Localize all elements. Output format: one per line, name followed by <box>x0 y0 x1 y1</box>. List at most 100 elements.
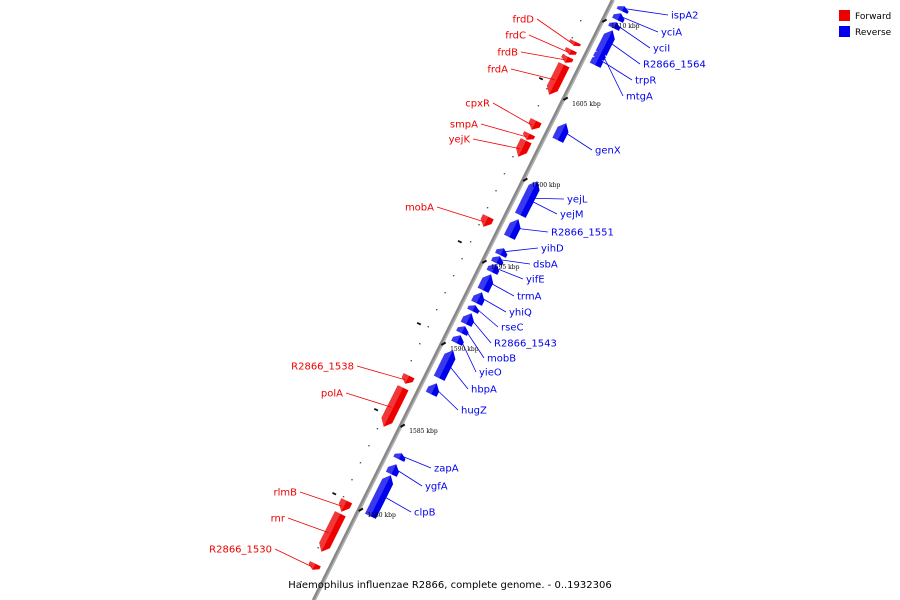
gene-body-trma <box>477 274 494 293</box>
gene-label-hugz: hugZ <box>461 406 487 417</box>
gene-body-mtga <box>593 50 606 61</box>
leader-line <box>520 51 565 61</box>
leader-line <box>464 329 485 359</box>
gene-label-yejl: yejL <box>567 195 588 206</box>
gene-body-r2866-1564 <box>595 30 615 56</box>
gene-label-genx: genX <box>595 146 621 157</box>
gene-highlight-ycia <box>612 13 621 21</box>
gene-rsec[interactable] <box>467 305 480 314</box>
gene-highlight-frda <box>546 62 565 95</box>
gene-highlight-yejk <box>516 138 527 157</box>
gene-body-frdb <box>561 54 574 63</box>
gene-highlight-dsba <box>491 256 500 264</box>
scale-dot <box>419 343 421 345</box>
scale-dash <box>538 76 544 81</box>
leader-line <box>563 131 593 151</box>
gene-body-yife <box>486 264 500 275</box>
leader-line <box>470 318 492 344</box>
gene-mobb[interactable] <box>456 326 469 336</box>
gene-yhiq[interactable] <box>471 292 485 306</box>
gene-moba[interactable] <box>480 214 494 227</box>
gene-labels-layer: frdD frdC frdB frdA cpxR smpA yejK mobA R2866_15… <box>209 11 706 556</box>
leader-line <box>528 34 569 53</box>
scale-dot <box>537 105 540 107</box>
gene-r2866-1551[interactable] <box>504 219 521 240</box>
gene-body-mobb <box>456 326 469 336</box>
legend: Forward Reverse <box>839 10 892 38</box>
gene-frdb[interactable] <box>561 54 574 63</box>
gene-body-zapa <box>393 453 406 462</box>
gene-yife[interactable] <box>486 264 500 275</box>
gene-label-rlmb: rlmB <box>274 488 298 499</box>
gene-label-frdb: frdB <box>497 48 518 59</box>
leader-line <box>382 495 412 513</box>
gene-r2866-1538[interactable] <box>401 373 415 384</box>
gene-dsba[interactable] <box>491 256 504 266</box>
gene-body-frda <box>546 62 570 95</box>
leader-line <box>475 307 499 328</box>
gene-r2866-1530[interactable] <box>308 561 321 570</box>
leader-line <box>345 392 392 408</box>
gene-highlight-r2866-1564 <box>595 30 613 54</box>
gene-layer <box>308 6 629 570</box>
gene-ygfa[interactable] <box>385 464 399 477</box>
gene-body-yhiq <box>471 292 485 306</box>
scale-dot <box>368 445 370 447</box>
gene-pola[interactable] <box>381 385 409 427</box>
gene-highlight-ygfa <box>385 464 397 475</box>
gene-body-clpb <box>365 475 394 519</box>
scale-dot <box>317 547 319 549</box>
gene-genx[interactable] <box>552 123 569 143</box>
gene-highlight-moba <box>480 214 489 227</box>
gene-label-rnr: rnr <box>271 514 286 525</box>
tick-mark <box>522 177 528 182</box>
scale-dot <box>486 207 489 209</box>
gene-rnr[interactable] <box>319 511 346 552</box>
gene-r2866-1543[interactable] <box>460 313 474 327</box>
scale-dot <box>376 428 379 430</box>
gene-label-mobb: mobB <box>487 354 516 365</box>
gene-label-yejk: yejK <box>449 135 471 146</box>
gene-clpb[interactable] <box>365 475 394 519</box>
leader-line <box>530 197 565 200</box>
scale-dot <box>444 292 446 294</box>
genome-caption: Haemophilus influenzae R2866, complete g… <box>288 580 611 591</box>
gene-yejk[interactable] <box>516 138 532 157</box>
gene-frdd[interactable] <box>569 39 581 47</box>
gene-rlmb[interactable] <box>338 498 353 512</box>
gene-highlight-yhiq <box>471 292 482 304</box>
gene-highlight-frdb <box>561 54 569 63</box>
gene-yihd[interactable] <box>495 248 508 258</box>
gene-highlight-r2866-1530 <box>308 561 316 570</box>
scale-dash <box>457 239 463 244</box>
gene-frda[interactable] <box>546 62 570 95</box>
gene-body-frdd <box>569 39 581 47</box>
gene-trma[interactable] <box>477 274 494 293</box>
gene-yieo[interactable] <box>451 335 464 346</box>
gene-label-yieo: yieO <box>479 368 502 379</box>
gene-cpxr[interactable] <box>528 118 542 130</box>
gene-body-yihd <box>495 248 508 258</box>
gene-highlight-r2866-1538 <box>401 373 410 384</box>
gene-mtga[interactable] <box>593 50 606 61</box>
gene-hbpa[interactable] <box>433 350 456 381</box>
gene-ycia[interactable] <box>612 13 625 23</box>
scale-dot <box>427 326 429 328</box>
gene-hugz[interactable] <box>425 383 440 397</box>
gene-highlight-mobb <box>456 326 466 334</box>
gene-frdc[interactable] <box>565 47 577 55</box>
scale-dot <box>478 224 480 226</box>
gene-smpa[interactable] <box>522 131 536 140</box>
gene-body-cpxr <box>528 118 542 130</box>
gene-label-clpb: clpB <box>414 508 436 519</box>
gene-zapa[interactable] <box>393 453 406 462</box>
gene-ispa2[interactable] <box>616 6 629 14</box>
gene-yejm[interactable] <box>520 196 534 207</box>
gene-highlight-yieo <box>451 335 461 344</box>
tick-mark <box>481 259 488 264</box>
gene-label-trpr: trpR <box>635 76 656 87</box>
legend-label-forward: Forward <box>855 12 891 22</box>
gene-ycii[interactable] <box>608 22 621 31</box>
gene-r2866-1564[interactable] <box>595 30 615 56</box>
